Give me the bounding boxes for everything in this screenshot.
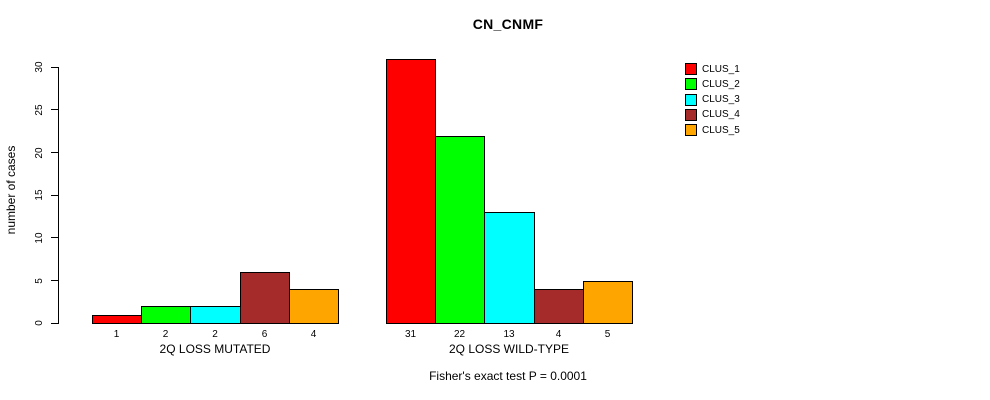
legend-swatch-clus_5 [685, 124, 697, 137]
y-axis-title: number of cases [4, 145, 18, 235]
y-tick-mark [51, 280, 59, 282]
bar-value-label: 2 [212, 329, 218, 340]
legend-swatch-clus_3 [685, 93, 697, 106]
bar-value-label: 5 [604, 329, 611, 340]
y-tick-label: 0 [34, 320, 45, 327]
bar-clus_2-2 [435, 135, 485, 325]
y-tick-mark [51, 109, 59, 111]
annotation-fishers-exact-test: Fisher's exact test P = 0.0001 [429, 369, 587, 383]
y-tick-label: 10 [34, 232, 45, 244]
legend-label-clus_1: CLUS_1 [702, 63, 740, 75]
bar-value-label: 22 [453, 329, 466, 340]
bar-value-label: 13 [503, 329, 515, 340]
y-tick-mark [51, 194, 59, 196]
bar-value-label: 31 [404, 329, 417, 340]
bar-value-label: 2 [162, 329, 169, 340]
bar-clus_3-1 [190, 306, 241, 325]
y-tick-label: 5 [34, 277, 45, 284]
bar-value-label: 4 [310, 329, 317, 340]
y-tick-mark [51, 66, 59, 68]
y-tick-label: 30 [34, 61, 45, 73]
bar-clus_1-1 [92, 314, 142, 325]
legend-label-clus_2: CLUS_2 [702, 78, 740, 90]
y-tick-mark [51, 322, 59, 324]
bar-clus_4-1 [240, 272, 290, 325]
y-tick-label: 20 [34, 147, 45, 159]
bar-value-label: 1 [113, 329, 120, 340]
y-tick-mark [51, 237, 59, 239]
bar-clus_5-1 [289, 289, 339, 325]
bar-clus_3-2 [484, 212, 535, 325]
legend-label-clus_3: CLUS_3 [702, 94, 740, 106]
legend-swatch-clus_1 [685, 63, 697, 75]
legend-label-clus_5: CLUS_5 [702, 124, 740, 136]
legend-swatch-clus_4 [685, 108, 697, 121]
bar-value-label: 6 [261, 329, 268, 340]
legend-swatch-clus_2 [685, 78, 697, 91]
bar-clus_1-2 [386, 58, 436, 325]
group-label: 2Q LOSS MUTATED [159, 342, 271, 356]
bar-value-label: 4 [555, 329, 562, 340]
chart-title: CN_CNMF [472, 16, 544, 32]
y-tick-mark [51, 152, 59, 154]
legend-label-clus_4: CLUS_4 [702, 109, 740, 121]
y-tick-label: 25 [34, 104, 45, 116]
bar-clus_5-2 [583, 280, 633, 325]
bar-clus_2-1 [141, 306, 191, 325]
bar-clus_4-2 [534, 289, 584, 325]
y-tick-label: 15 [34, 189, 45, 201]
group-label: 2Q LOSS WILD-TYPE [448, 342, 570, 356]
